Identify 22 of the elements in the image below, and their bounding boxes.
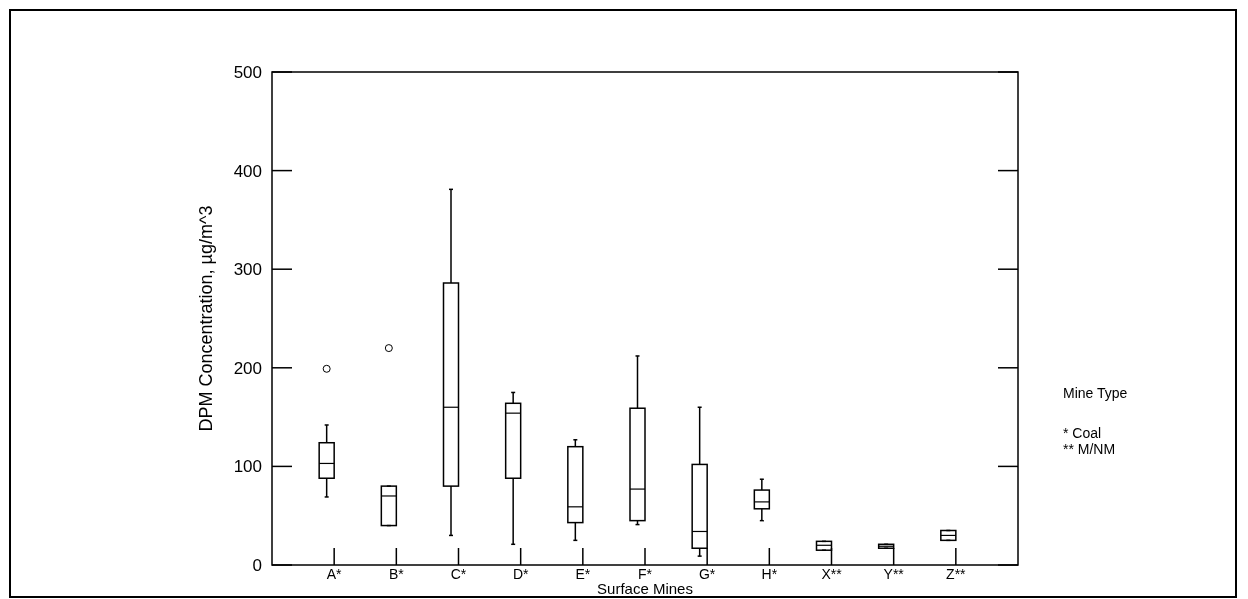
y-axis-title: DPM Concentration, µg/m^3 — [196, 205, 216, 432]
x-tick-label: X** — [821, 566, 843, 582]
text: Mine Type — [1063, 385, 1128, 401]
y-tick-label: 400 — [233, 161, 262, 181]
x-tick-label: F* — [638, 566, 653, 582]
x-tick-label: Y** — [883, 566, 905, 582]
x-tick-label: D* — [512, 566, 529, 582]
x-tick-label: A* — [326, 566, 343, 582]
x-tick-label: Z** — [946, 566, 967, 582]
y-tick-label: 300 — [233, 260, 262, 280]
x-axis-title: Surface Mines — [597, 580, 693, 597]
x-tick-label: E* — [575, 566, 591, 582]
y-tick-label: 0 — [252, 555, 262, 575]
text: * Coal — [1063, 425, 1102, 441]
y-tick-label: 500 — [233, 62, 262, 82]
text: ** M/NM — [1063, 441, 1116, 457]
y-tick-label: 200 — [233, 358, 262, 378]
y-tick-label: 100 — [233, 457, 262, 477]
x-tick-label: H* — [761, 566, 778, 582]
x-tick-label: G* — [698, 566, 716, 582]
x-tick-label: B* — [388, 566, 405, 582]
x-tick-label: C* — [450, 566, 467, 582]
